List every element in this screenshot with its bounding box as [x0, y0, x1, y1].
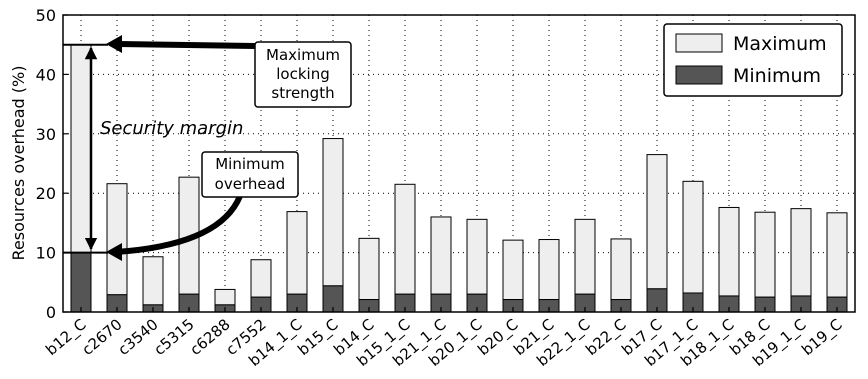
legend: Maximum Minimum — [663, 23, 843, 97]
y-axis-label: Resources overhead (%) — [9, 66, 28, 261]
bar-maximum — [682, 180, 704, 294]
y-tick-label: 40 — [36, 65, 56, 84]
x-tick-label: b15_C — [294, 315, 342, 360]
y-tick-label: 20 — [36, 184, 56, 203]
bar-maximum — [718, 206, 740, 297]
bar-maximum — [250, 259, 272, 298]
bar-maximum — [394, 183, 416, 295]
min-overhead-arrowhead — [106, 243, 122, 261]
bar-maximum — [106, 183, 128, 296]
max-strength-arrowhead — [106, 35, 122, 53]
y-tick-label: 30 — [36, 125, 56, 144]
legend-label-maximum: Maximum — [733, 33, 827, 55]
max-label-line-3: strength — [271, 84, 334, 102]
legend-label-minimum: Minimum — [733, 65, 821, 87]
bar-maximum — [574, 218, 596, 295]
y-tick-label: 50 — [36, 6, 56, 25]
y-tick-label: 10 — [36, 244, 56, 263]
max-label-line-1: Maximum — [266, 46, 340, 64]
bar-maximum — [538, 239, 560, 301]
max-strength-arrow — [115, 41, 257, 49]
bar-maximum — [358, 237, 380, 301]
min-overhead-arrow — [115, 194, 243, 255]
x-tick-label: c5315 — [150, 315, 197, 359]
x-tick-label: b22_C — [582, 315, 630, 360]
bar-maximum — [466, 218, 488, 295]
bars-group — [70, 44, 848, 313]
legend-swatch-maximum — [675, 33, 723, 53]
annotation-group: Security margin Maximum locking strength… — [63, 35, 352, 261]
x-tick-label: c3540 — [114, 315, 161, 359]
bar-maximum — [610, 238, 632, 301]
y-tick-label: 0 — [46, 303, 56, 322]
y-axis-ticks: 0 10 20 30 40 50 — [36, 6, 68, 322]
min-label-line-1: Minimum — [215, 155, 285, 173]
min-overhead-box: Minimum overhead — [201, 151, 299, 198]
bar-maximum — [646, 154, 668, 290]
bar-maximum — [70, 44, 92, 254]
bar-maximum — [214, 288, 236, 306]
bar-maximum — [286, 211, 308, 295]
bar-minimum — [70, 252, 92, 313]
max-label-line-2: locking — [276, 65, 329, 83]
bar-maximum — [322, 138, 344, 287]
bar-maximum — [790, 208, 812, 297]
min-label-line-2: overhead — [215, 175, 286, 193]
x-tick-label: c6288 — [186, 315, 233, 359]
max-strength-box: Maximum locking strength — [254, 41, 352, 108]
bar-maximum — [142, 256, 164, 306]
x-tick-label: b19_C — [798, 315, 846, 360]
x-tick-label: b20_C — [474, 315, 522, 360]
security-margin-label: Security margin — [100, 118, 243, 139]
bar-maximum — [502, 239, 524, 301]
bar-maximum — [430, 216, 452, 295]
bar-maximum — [826, 212, 848, 298]
legend-swatch-minimum — [675, 65, 723, 85]
x-tick-label: c2670 — [78, 315, 125, 359]
bar-maximum — [754, 211, 776, 298]
plot-frame — [62, 14, 856, 313]
x-axis-ticks: b12_Cc2670c3540c5315c6288c7552b14_1_Cb15… — [42, 307, 846, 371]
